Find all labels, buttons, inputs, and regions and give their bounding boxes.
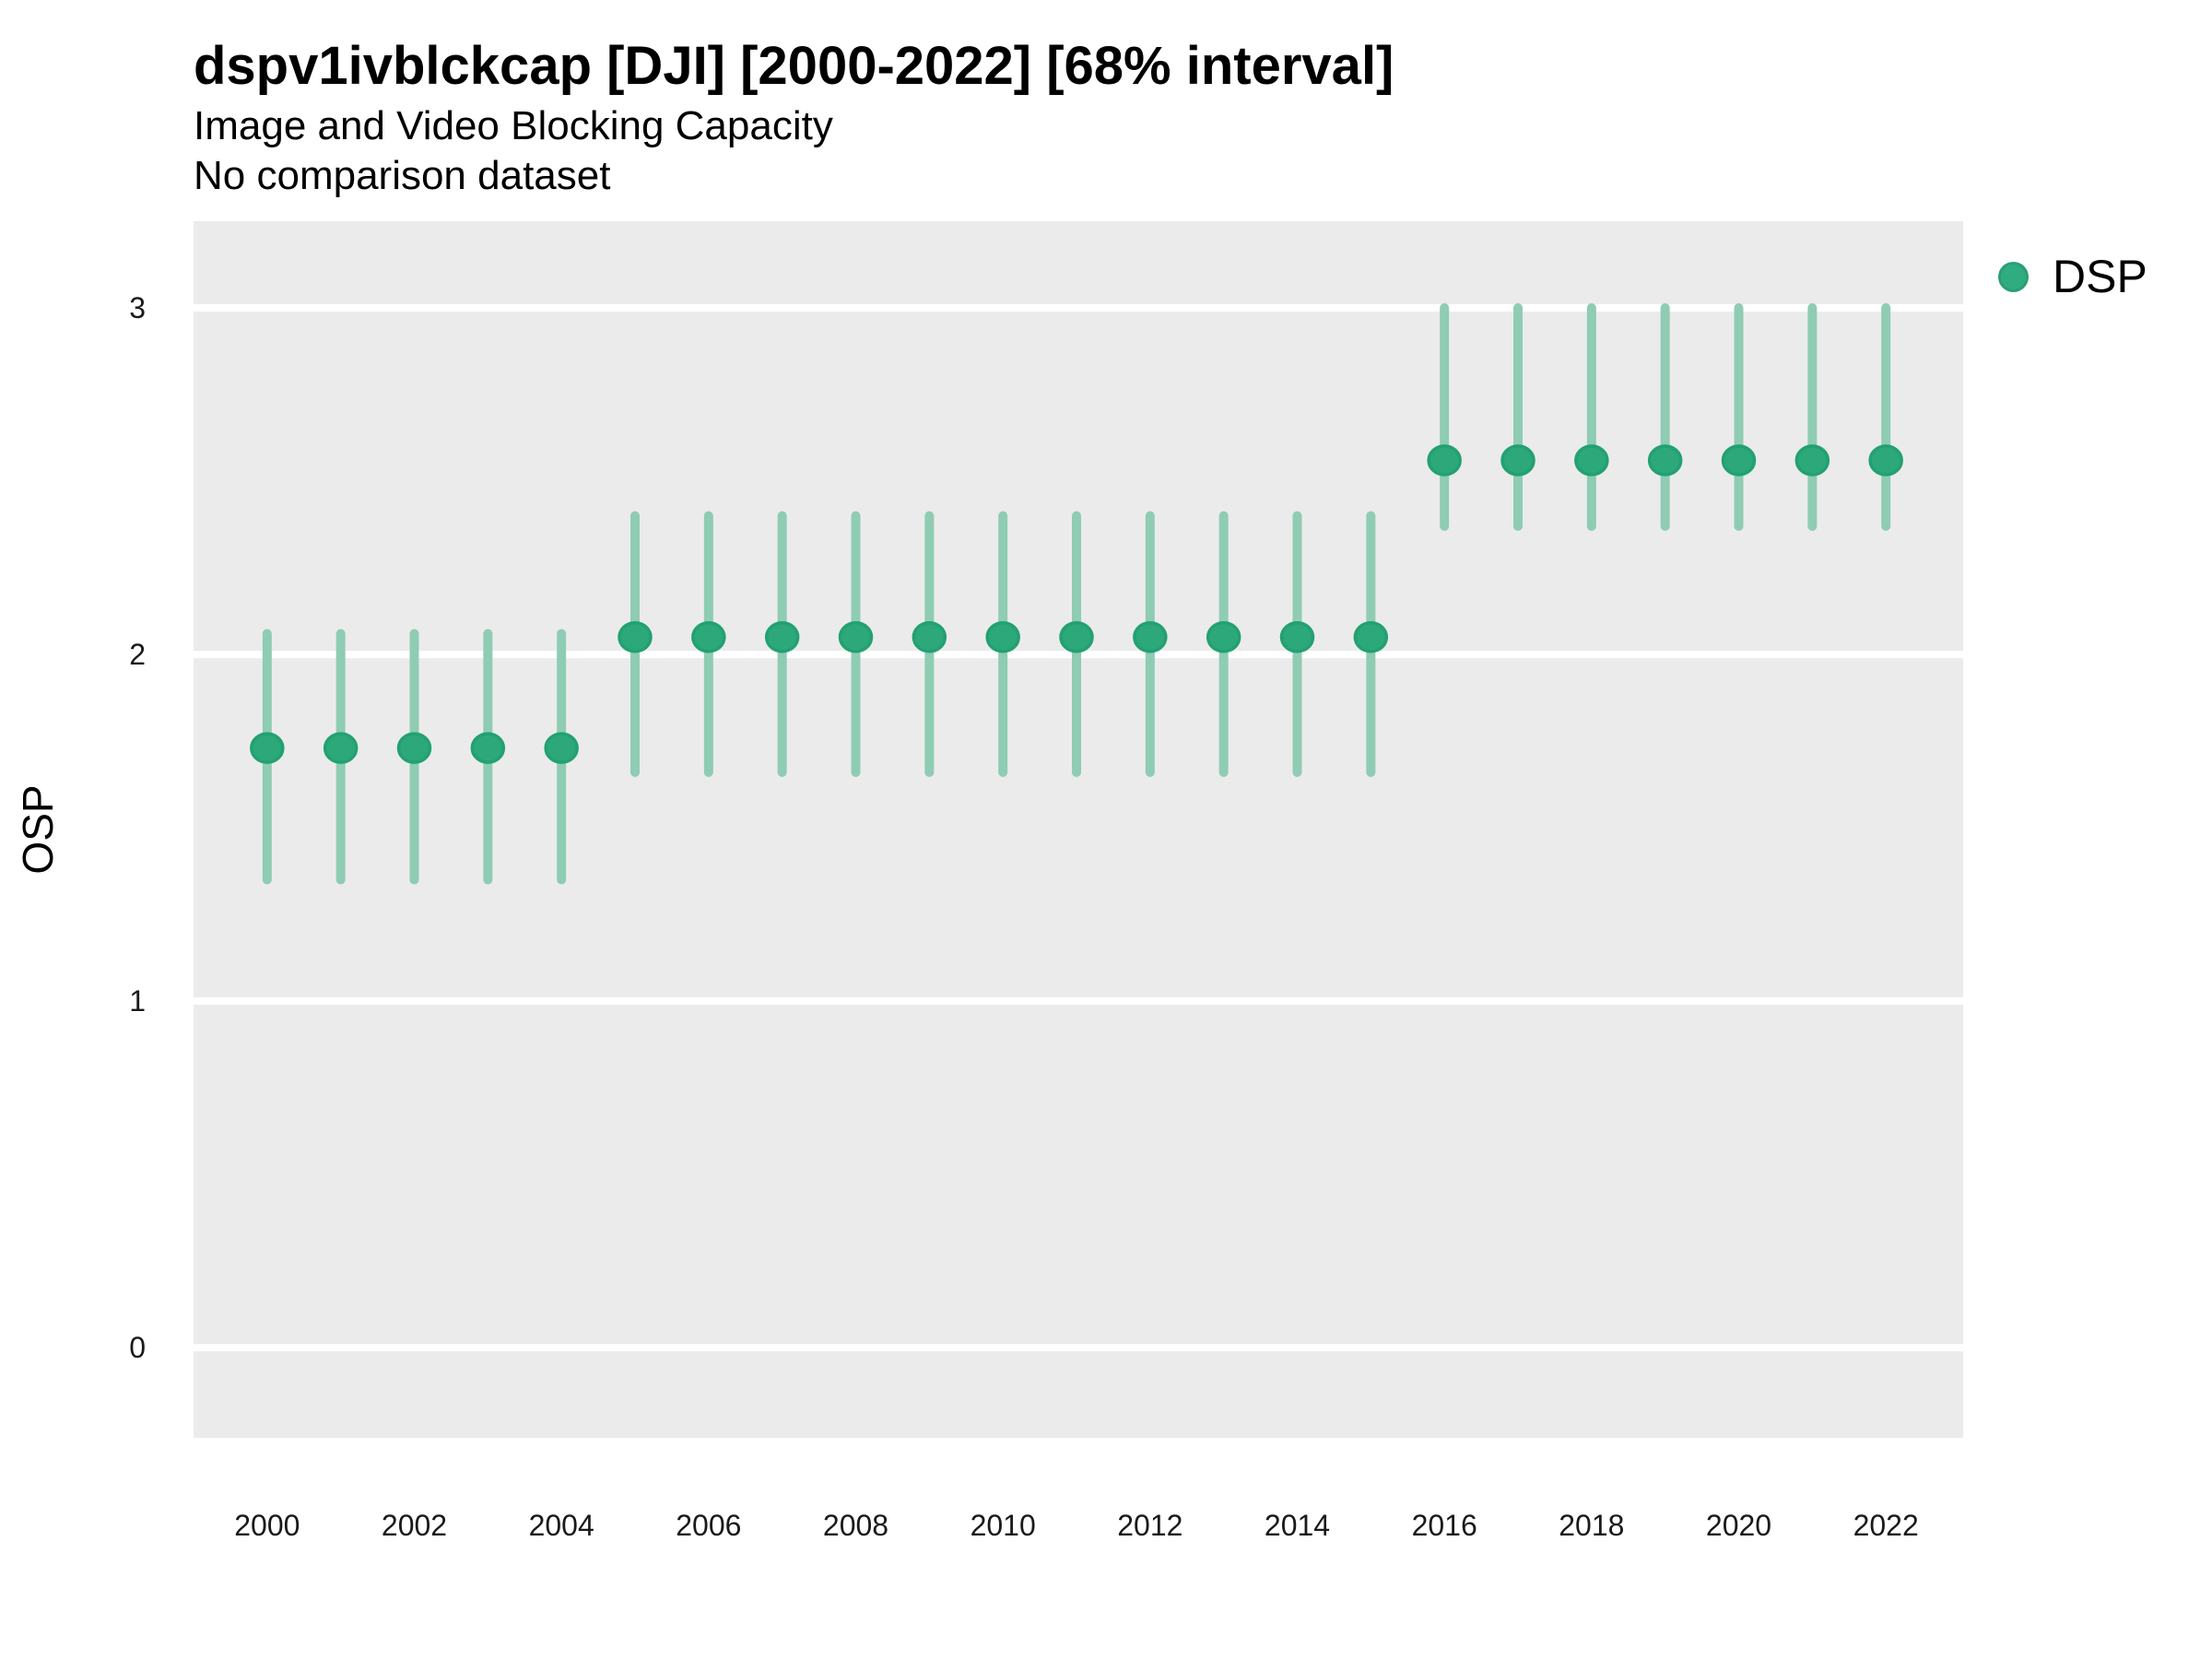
point-marker-2003 [470,732,506,764]
x-tick-label-2016: 2016 [1412,1509,1477,1542]
point-marker-2006 [691,621,726,653]
point-marker-2020 [1721,444,1757,477]
point-marker-2011 [1059,621,1094,653]
point-marker-2017 [1500,444,1535,477]
chart-title: dspv1ivblckcap [DJI] [2000-2022] [68% in… [194,36,1394,96]
chart-subtitle: Image and Video Blocking Capacity [194,103,833,148]
x-tick-label-2002: 2002 [382,1509,447,1542]
x-tick-label-2012: 2012 [1117,1509,1182,1542]
y-axis-title: OSP [14,784,62,874]
x-tick-label-2014: 2014 [1265,1509,1330,1542]
x-tick-label-2000: 2000 [234,1509,300,1542]
x-tick-label-2006: 2006 [676,1509,741,1542]
x-tick-label-2020: 2020 [1706,1509,1771,1542]
y-tick-label-3: 3 [129,291,146,324]
x-tick-label-2018: 2018 [1559,1509,1624,1542]
point-marker-2012 [1133,621,1168,653]
y-tick-label-1: 1 [129,984,146,1018]
point-marker-2009 [912,621,947,653]
point-marker-2005 [618,621,653,653]
point-marker-2021 [1794,444,1830,477]
point-marker-2010 [985,621,1020,653]
point-marker-2000 [250,732,285,764]
point-marker-2019 [1647,444,1683,477]
legend-label: DSP [2053,251,2147,302]
x-tick-label-2004: 2004 [529,1509,594,1542]
point-marker-2014 [1279,621,1315,653]
point-marker-2008 [838,621,874,653]
point-marker-2007 [764,621,800,653]
point-marker-2002 [396,732,432,764]
panel-background [194,221,1963,1438]
x-tick-label-2022: 2022 [1853,1509,1919,1542]
point-marker-2004 [544,732,579,764]
point-marker-2022 [1868,444,1903,477]
point-marker-2015 [1353,621,1389,653]
x-tick-label-2008: 2008 [823,1509,888,1542]
point-marker-2016 [1427,444,1462,477]
point-marker-2001 [323,732,359,764]
legend: DSP [1998,251,2147,302]
chart-subtitle-note: No comparison dataset [194,153,611,198]
point-marker-2013 [1206,621,1241,653]
y-tick-label-0: 0 [129,1331,146,1364]
x-tick-label-2010: 2010 [971,1509,1036,1542]
y-tick-label-2: 2 [129,638,146,671]
legend-marker-circle-icon [1998,261,2029,292]
point-marker-2018 [1574,444,1609,477]
